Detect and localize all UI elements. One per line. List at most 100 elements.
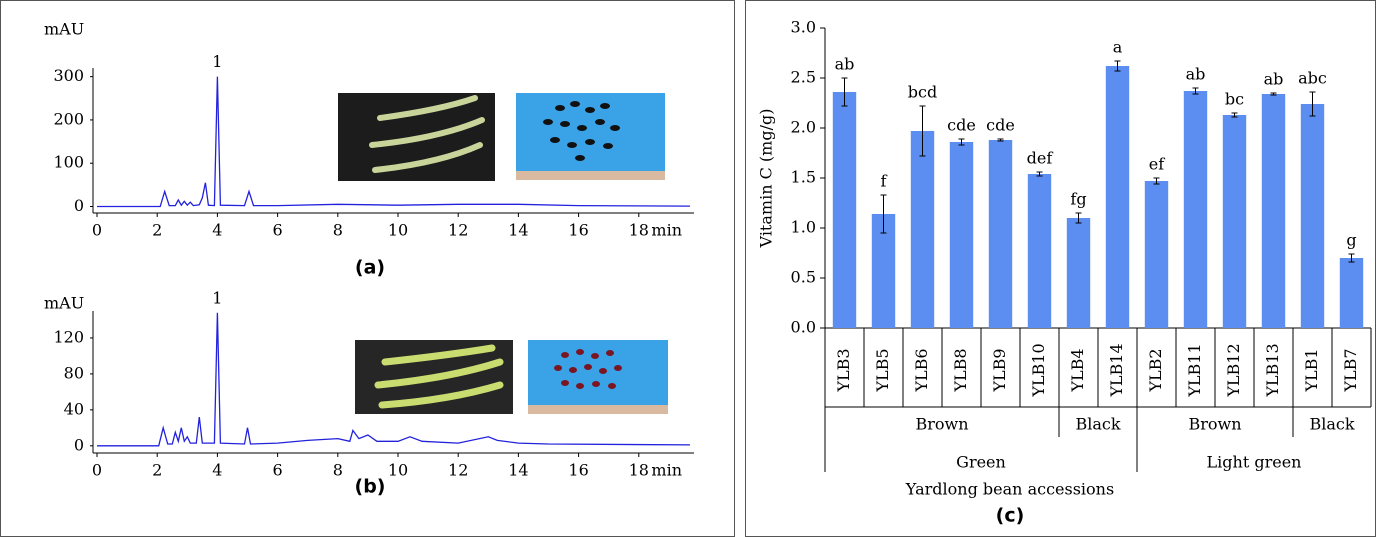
bar [1223, 115, 1246, 328]
bar [1262, 94, 1285, 328]
significance-letter: bc [1225, 90, 1244, 109]
x-tick-label: YLB8 [951, 348, 970, 392]
significance-letter: g [1346, 231, 1356, 250]
x-tick-label: YLB3 [834, 348, 853, 392]
x-tick-label: YLB1 [1302, 348, 1321, 392]
bar [989, 140, 1012, 328]
x-tick-label: 2 [152, 221, 162, 240]
y-tick-label: 0 [74, 435, 84, 454]
x-tick-label: 14 [508, 221, 528, 240]
y-tick-label: 1.0 [791, 218, 816, 237]
x-tick-label: YLB2 [1146, 348, 1165, 392]
peak-label: 1 [212, 288, 222, 307]
significance-letter: a [1113, 38, 1123, 57]
x-tick-label: 8 [333, 461, 343, 480]
x-tick-label: 18 [629, 221, 649, 240]
x-tick-label: YLB5 [873, 348, 892, 392]
significance-letter: ab [1264, 70, 1284, 89]
significance-letter: def [1027, 149, 1054, 168]
bar [1184, 91, 1207, 328]
inset-photos [338, 93, 668, 414]
y-tick-label: 100 [53, 153, 84, 172]
x-tick-label: 8 [333, 221, 343, 240]
group-label: Brown [1188, 415, 1241, 434]
x-tick-label: 4 [212, 221, 222, 240]
y-tick-label: 2.5 [791, 68, 816, 87]
x-tick-label: 0 [92, 461, 102, 480]
x-axis-label: min [651, 461, 682, 480]
figure: 0100200300024681012141618minmAU(a)104080… [0, 0, 1376, 537]
x-tick-label: 16 [568, 221, 588, 240]
bar [833, 92, 856, 328]
y-axis-label: mAU [44, 294, 84, 313]
significance-letter: fg [1070, 190, 1086, 209]
x-tick-label: 2 [152, 461, 162, 480]
x-tick-label: 0 [92, 221, 102, 240]
significance-letter: bcd [908, 83, 937, 102]
significance-letter: cde [947, 116, 976, 135]
bar [911, 131, 934, 328]
significance-letter: ab [835, 55, 855, 74]
bar [1145, 181, 1168, 328]
bar [1028, 174, 1051, 328]
x-tick-label: 18 [629, 461, 649, 480]
significance-letter: abc [1298, 69, 1327, 88]
ruler [516, 171, 665, 180]
y-axis-label: Vitamin C (mg/g) [757, 109, 776, 249]
y-tick-label: 0.5 [791, 268, 816, 287]
y-tick-label: 0.0 [791, 318, 816, 337]
caption: (a) [355, 257, 385, 279]
x-tick-label: 14 [508, 461, 528, 480]
y-tick-label: 120 [53, 327, 84, 346]
x-tick-label: YLB11 [1185, 343, 1204, 397]
bar [1067, 218, 1090, 328]
caption: (b) [355, 476, 386, 498]
x-tick-label: YLB10 [1029, 343, 1048, 397]
y-tick-label: 40 [64, 399, 84, 418]
y-tick-label: 80 [64, 363, 84, 382]
significance-letter: ab [1186, 65, 1206, 84]
y-tick-label: 200 [53, 109, 84, 128]
x-tick-label: YLB9 [990, 348, 1009, 392]
y-tick-label: 2.0 [791, 118, 816, 137]
x-tick-label: 12 [448, 461, 468, 480]
significance-letter: cde [986, 116, 1015, 135]
bar [1106, 66, 1129, 328]
group-label: Brown [915, 415, 968, 434]
x-axis-label: min [651, 221, 682, 240]
x-tick-label: 16 [568, 461, 588, 480]
group-label: Black [1309, 415, 1354, 434]
y-tick-label: 1.5 [791, 168, 816, 187]
page: 0100200300024681012141618minmAU(a)104080… [0, 0, 1376, 537]
significance-letter: f [881, 172, 888, 191]
x-tick-label: YLB13 [1263, 343, 1282, 397]
y-tick-label: 300 [53, 66, 84, 85]
seed-photo [516, 93, 665, 171]
x-tick-label: 4 [212, 461, 222, 480]
bar [1301, 104, 1324, 328]
y-axis-label: mAU [44, 20, 84, 39]
x-tick-label: YLB6 [912, 348, 931, 392]
x-tick-label: 10 [388, 221, 408, 240]
x-tick-label: 10 [388, 461, 408, 480]
x-tick-label: YLB12 [1224, 343, 1243, 397]
y-tick-label: 3.0 [791, 18, 816, 37]
bar [950, 142, 973, 328]
significance-letter: ef [1149, 155, 1165, 174]
x-tick-label: 6 [273, 461, 283, 480]
bar [1340, 258, 1363, 328]
x-tick-label: YLB14 [1107, 343, 1126, 397]
seed-photo [528, 340, 668, 405]
y-tick-label: 0 [74, 196, 84, 215]
caption: (c) [996, 505, 1025, 527]
supergroup-label: Green [956, 453, 1006, 472]
x-tick-label: YLB7 [1341, 348, 1360, 392]
x-tick-label: YLB4 [1068, 348, 1087, 392]
ruler [528, 405, 668, 414]
x-tick-label: 6 [273, 221, 283, 240]
supergroup-label: Light green [1207, 453, 1302, 472]
x-tick-label: 12 [448, 221, 468, 240]
peak-label: 1 [212, 52, 222, 71]
x-axis-label: Yardlong bean accessions [905, 480, 1114, 499]
group-label: Black [1075, 415, 1120, 434]
